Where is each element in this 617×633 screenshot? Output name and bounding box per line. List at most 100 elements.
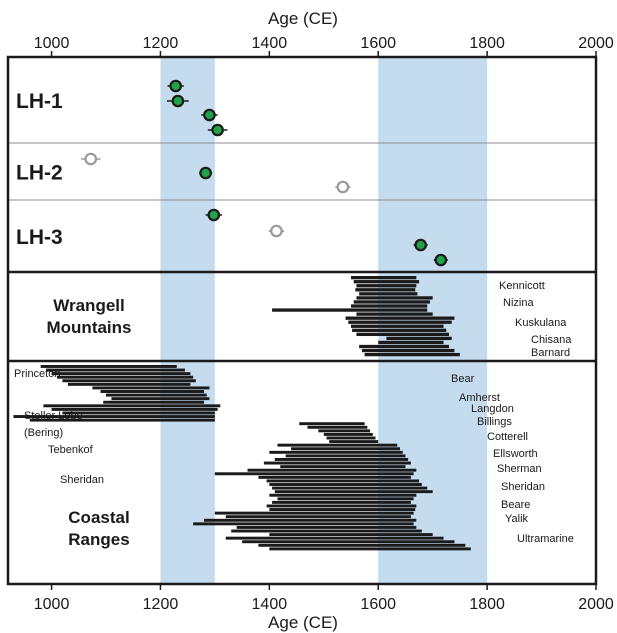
glacier-bar-1-25 — [285, 454, 406, 458]
glacier-label-1-8: Billings — [477, 416, 512, 428]
glacier-bar-0-15 — [386, 336, 452, 341]
glacier-panel-title-0-0: Wrangell — [53, 296, 124, 315]
glacier-label-1-6: Amherst — [459, 392, 500, 404]
glacier-bar-1-45 — [236, 525, 417, 529]
glacier-bar-0-14 — [356, 332, 449, 337]
glacier-label-1-11: Sherman — [497, 463, 542, 475]
glacier-bar-1-27 — [263, 461, 411, 465]
glacier-bar-1-44 — [193, 522, 414, 526]
glacier-bar-1-31 — [258, 475, 411, 479]
glacier-bar-0-1 — [353, 280, 420, 284]
glacier-bar-0-19 — [364, 352, 460, 357]
glacier-bar-0-17 — [359, 344, 449, 349]
glacier-bar-1-1 — [46, 368, 185, 372]
glacier-bar-0-7 — [351, 304, 428, 308]
glacier-label-0-1: Nizina — [503, 297, 534, 309]
glacier-bar-1-15 — [29, 418, 215, 422]
glacier-bar-0-5 — [356, 296, 433, 300]
glacier-bars — [13, 276, 471, 551]
glacier-label-1-13: Beare — [501, 499, 530, 511]
glacier-bar-0-8 — [272, 308, 428, 312]
bottom-axis-label: Age (CE) — [268, 613, 338, 632]
glacier-bar-1-17 — [307, 425, 368, 429]
axis-ticks: 1000 1000 1200 1200 1400 1400 1600 1600 1800 1800… — [34, 35, 614, 613]
plot-frame — [6, 55, 598, 586]
top-tick-label-5: 2000 — [578, 35, 614, 52]
top-tick-label-4: 1800 — [469, 35, 505, 52]
glacier-bar-1-3 — [57, 375, 194, 379]
glacier-bar-1-47 — [269, 533, 433, 537]
point-2-1 — [270, 224, 283, 238]
glacier-bar-1-8 — [106, 393, 207, 397]
point-1-2 — [336, 180, 350, 194]
glacier-label-1-14: Yalik — [505, 513, 529, 525]
glacier-bar-0-18 — [361, 348, 455, 353]
glacier-bar-1-36 — [269, 493, 417, 497]
bottom-tick-label-2: 1400 — [252, 596, 288, 613]
glacier-bar-1-5 — [67, 382, 191, 386]
glacier-label-1-7: Langdon — [471, 403, 514, 415]
bottom-tick-label-0: 1000 — [34, 596, 70, 613]
point-0-2 — [203, 108, 216, 122]
glacier-bar-1-42 — [225, 515, 411, 519]
panel-dividers — [8, 142, 596, 363]
glacier-bar-1-41 — [214, 511, 414, 515]
glacier-label-1-12: Sheridan — [501, 481, 545, 493]
site-label-0: LH-1 — [16, 90, 63, 113]
glacier-bar-1-2 — [51, 372, 191, 376]
glacier-label-1-15: Ultramarine — [517, 533, 574, 545]
glacier-bar-1-12 — [51, 407, 218, 411]
site-label-2: LH-3 — [16, 226, 63, 249]
panel-labels: LH-1 LH-2 LH-3 Wrangell Mountains Kennicott Ni… — [14, 90, 574, 549]
glacier-bar-0-0 — [351, 276, 417, 280]
glacier-bar-0-4 — [359, 292, 418, 296]
glacier-label-1-0: Princeton — [14, 368, 60, 380]
glacier-bar-1-34 — [272, 486, 428, 490]
glacier-bar-1-6 — [92, 386, 210, 390]
glacier-bar-1-26 — [274, 458, 409, 461]
glacier-bar-1-22 — [277, 443, 398, 447]
glacier-bar-1-11 — [43, 404, 221, 408]
glacier-bar-1-24 — [269, 450, 403, 454]
bottom-tick-label-1: 1200 — [143, 596, 179, 613]
glacier-bar-1-30 — [214, 472, 414, 476]
glacier-bar-0-13 — [352, 328, 447, 332]
highlight-band-0 — [160, 57, 215, 584]
glacier-bar-1-19 — [323, 432, 373, 436]
point-1-1 — [199, 166, 212, 180]
glacier-bar-1-35 — [274, 490, 433, 494]
glacier-bar-1-0 — [40, 365, 177, 368]
glacier-label-1-4: Sheridan — [60, 474, 104, 486]
glacier-label-1-3: Tebenkof — [48, 444, 94, 456]
glacier-label-0-2: Kuskulana — [515, 317, 567, 329]
glacier-bar-1-10 — [103, 400, 204, 404]
bottom-tick-label-4: 1800 — [469, 596, 505, 613]
top-tick-label-2: 1400 — [252, 35, 288, 52]
glacier-bar-1-16 — [299, 422, 365, 426]
glacier-label-1-5: Bear — [451, 373, 475, 385]
point-2-2 — [414, 238, 427, 252]
glacier-bar-0-9 — [356, 312, 433, 316]
glacier-bar-1-29 — [247, 468, 417, 472]
point-0-1 — [171, 94, 185, 108]
glacier-bar-1-18 — [318, 429, 371, 433]
glacier-bar-1-32 — [266, 479, 420, 483]
glacier-bar-1-21 — [329, 440, 379, 444]
glacier-bar-0-3 — [355, 288, 416, 292]
glacier-panel-title-1-1: Ranges — [68, 530, 129, 549]
site-label-1: LH-2 — [16, 162, 63, 185]
glacier-panel-title-1-0: Coastal — [68, 508, 129, 527]
glacier-bar-1-46 — [231, 529, 422, 533]
glacier-bar-1-13 — [62, 411, 215, 415]
glacier-bar-1-28 — [280, 465, 406, 469]
glacier-label-1-1: Steller Lobe — [24, 410, 83, 422]
top-tick-label-1: 1200 — [143, 35, 179, 52]
glacier-bar-1-4 — [62, 379, 196, 383]
point-0-3 — [211, 123, 224, 137]
glacier-bar-1-39 — [266, 504, 417, 508]
glacier-bar-0-11 — [348, 320, 452, 324]
glacier-bar-1-50 — [258, 543, 466, 547]
bottom-tick-label-5: 2000 — [578, 596, 614, 613]
glacier-bar-1-23 — [291, 447, 400, 451]
